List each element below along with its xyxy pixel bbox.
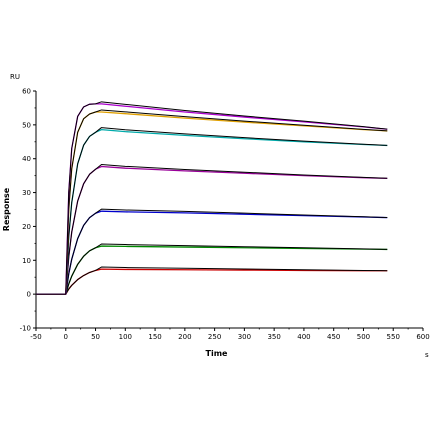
- y-tick-label: 10: [22, 257, 31, 265]
- x-tick-label: 100: [119, 333, 132, 341]
- fit-line-6: [36, 109, 388, 295]
- axes: -10 0 10 20 30 40 50 60 -50 0 50 100 150 200 250 300 350…: [20, 88, 430, 342]
- series-line-6: [36, 111, 388, 295]
- x-tick-label: 200: [178, 333, 191, 341]
- series-line-3: [36, 210, 388, 295]
- x-tick-label: 350: [267, 333, 280, 341]
- x-tick-label: 550: [387, 333, 400, 341]
- y-tick-label: 30: [22, 189, 31, 197]
- x-tick-label: 0: [64, 333, 68, 341]
- y-tick-label: 60: [22, 88, 31, 96]
- fit-line-5: [36, 127, 388, 295]
- fit-line-1: [36, 266, 388, 295]
- x-tick-label: 450: [327, 333, 340, 341]
- x-tick-label: 500: [357, 333, 370, 341]
- series-line-7: [36, 103, 388, 295]
- fit-line-3: [36, 208, 388, 295]
- y-tick-label: 0: [27, 291, 31, 299]
- x-tick-label: -50: [30, 333, 41, 341]
- y-tick-label: -10: [20, 325, 31, 333]
- x-tick-label: 400: [297, 333, 310, 341]
- y-tick-label: 40: [22, 155, 31, 163]
- fit-line-7: [36, 101, 388, 295]
- x-axis-title: Time: [206, 349, 229, 358]
- x-tick-label: 250: [208, 333, 221, 341]
- y-axis-title: Response: [2, 187, 11, 231]
- y-tick-label: 20: [22, 223, 31, 231]
- fit-line-4: [36, 163, 388, 295]
- x-tick-label: 300: [238, 333, 251, 341]
- x-unit-label: s: [425, 351, 429, 359]
- y-unit-label: RU: [10, 73, 20, 81]
- fit-line-2: [36, 243, 388, 295]
- x-tick-label: 50: [91, 333, 100, 341]
- x-tick-label: 150: [148, 333, 161, 341]
- y-tick-label: 50: [22, 121, 31, 129]
- x-tick-label: 600: [416, 333, 429, 341]
- labels-layer: RU s Time Response: [2, 73, 429, 359]
- series-layer: [36, 101, 388, 295]
- series-line-4: [36, 165, 388, 295]
